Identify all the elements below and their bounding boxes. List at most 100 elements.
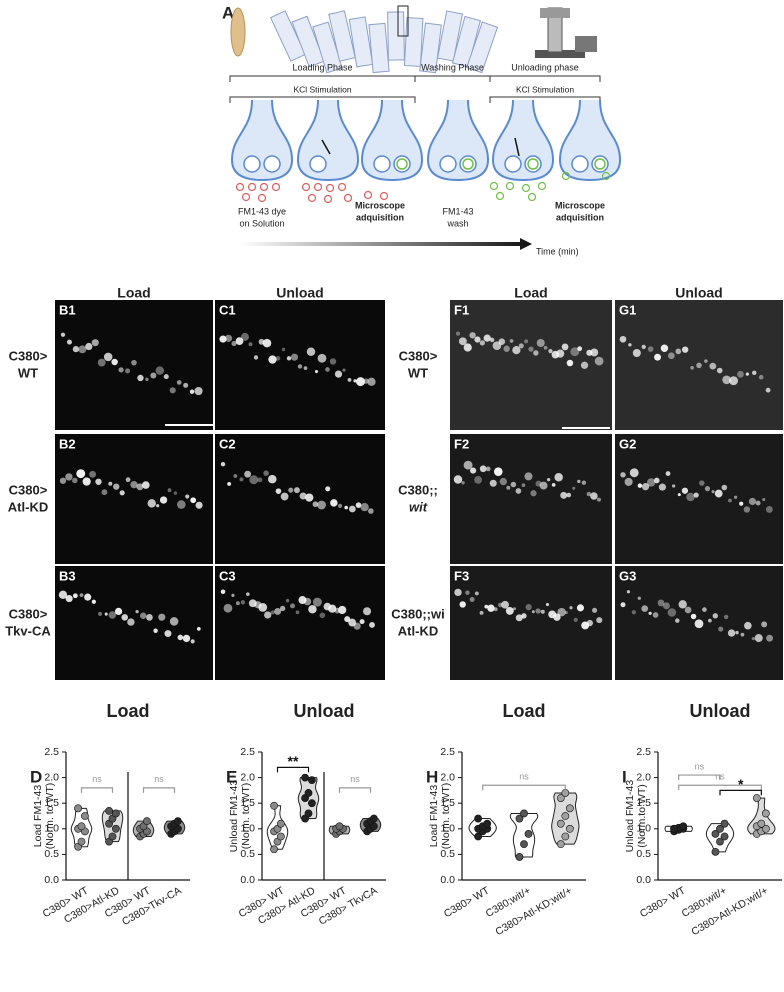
fluorescence-spot: [474, 336, 481, 343]
data-point: [143, 817, 151, 826]
dye-molecule: [301, 182, 311, 192]
panel-label: G3: [619, 568, 636, 583]
fluorescence-spot: [665, 471, 671, 476]
fluorescence-spot: [675, 618, 680, 623]
fluorescence-spot: [469, 596, 475, 602]
data-point: [752, 794, 761, 802]
fluorescence-spot: [305, 493, 314, 502]
released-dye: [521, 183, 531, 193]
fluorescence-spot: [493, 467, 503, 476]
data-point: [520, 809, 528, 818]
panel-letter: A: [222, 3, 234, 22]
data-point: [565, 804, 574, 813]
fluorescence-spot: [716, 367, 723, 374]
fluorescence-spot: [146, 613, 153, 621]
micrograph: [55, 434, 213, 564]
dye-molecule: [271, 182, 281, 192]
fluorescence-spot: [479, 340, 485, 346]
fluorescence-spot: [733, 495, 738, 499]
fluorescence-spot: [577, 479, 581, 484]
stimulation-label: KCl Stimulation: [516, 84, 574, 94]
fluorescence-spot: [667, 352, 675, 360]
fluorescence-spot: [167, 488, 172, 493]
fluorescence-spot: [249, 475, 259, 485]
fluorescence-spot: [560, 491, 568, 499]
x-tick-label: C380>Atl-KD;wit/+: [493, 885, 574, 939]
fluorescence-spot: [641, 605, 649, 612]
fluorescence-spot: [702, 607, 707, 612]
fluorescence-spot: [539, 481, 548, 490]
fluorescence-spot: [653, 477, 660, 484]
panel-label: F2: [454, 436, 469, 451]
released-dye: [537, 181, 547, 191]
fluorescence-spot: [306, 347, 316, 356]
fluorescence-spot: [712, 613, 718, 619]
data-point: [270, 845, 278, 854]
fluorescence-spot: [751, 637, 755, 641]
panel-letter: H: [426, 767, 438, 786]
significance-label: ns: [350, 774, 360, 784]
data-point: [561, 812, 570, 820]
fluorescence-spot: [89, 470, 97, 478]
fluorescence-spot: [286, 356, 292, 361]
fluorescence-spot: [479, 610, 484, 615]
synapse: [230, 99, 294, 182]
fluorescence-spot: [727, 629, 736, 637]
fluorescence-spot: [153, 628, 158, 633]
fluorescence-spot: [723, 614, 729, 620]
fluorescence-spot: [59, 477, 67, 484]
data-point: [524, 830, 533, 838]
phase-bracket: [414, 75, 491, 82]
fluorescence-spot: [135, 610, 139, 614]
data-point: [561, 789, 570, 797]
data-point: [304, 809, 313, 818]
fluorescence-spot: [262, 338, 272, 348]
fluorescence-spot: [677, 493, 681, 497]
y-tick-label: 2.5: [44, 746, 59, 758]
fluorescence-spot: [463, 343, 472, 352]
chart-title: Load: [107, 701, 150, 721]
microscope-camera: [575, 36, 597, 52]
fluorescence-spot: [657, 599, 665, 607]
fluorescence-spot: [227, 481, 232, 486]
fluorescence-spot: [739, 501, 744, 506]
fluorescence-spot: [279, 605, 286, 612]
data-point: [277, 832, 285, 841]
fluorescence-spot: [246, 592, 250, 596]
microscope-head: [540, 8, 570, 18]
x-tick-label: C380> WT: [638, 884, 688, 920]
fluorescence-spot: [325, 486, 331, 492]
panel-label: B1: [59, 302, 76, 317]
y-tick-label: 0.5: [636, 848, 651, 860]
fluorescence-spot: [531, 610, 535, 614]
y-axis-label: (Norm. to WT): [240, 783, 252, 850]
fluorescence-spot: [506, 485, 511, 490]
dye-ring: [527, 158, 539, 170]
fluorescence-spot: [709, 362, 717, 370]
fluorescence-spot: [97, 358, 106, 367]
row-label: C380>: [399, 348, 438, 363]
y-tick-label: 2.5: [440, 746, 455, 758]
dye-molecule: [323, 194, 333, 204]
phase-label: Unloading phase: [511, 62, 579, 72]
panel-label: G2: [619, 436, 636, 451]
data-point: [483, 819, 492, 828]
fluorescence-spot: [297, 364, 303, 369]
panel-label: B2: [59, 436, 76, 451]
column-header: Unload: [276, 285, 323, 301]
fluorescence-spot: [131, 359, 137, 366]
fluorescence-spot: [521, 483, 526, 488]
fluorescence-spot: [125, 368, 131, 374]
fluorescence-spot: [177, 634, 184, 641]
fluorescence-spot: [631, 610, 636, 615]
data-point: [757, 819, 766, 828]
y-tick-label: 1.5: [44, 797, 59, 809]
fluorescence-spot: [535, 608, 541, 614]
fluorescence-spot: [512, 346, 521, 355]
fluorescence-spot: [765, 387, 771, 393]
row-label: C380>: [9, 348, 48, 363]
fluorescence-spot: [338, 605, 347, 615]
fluorescence-spot: [545, 602, 550, 607]
fluorescence-spot: [681, 346, 689, 353]
vesicle: [571, 155, 589, 173]
